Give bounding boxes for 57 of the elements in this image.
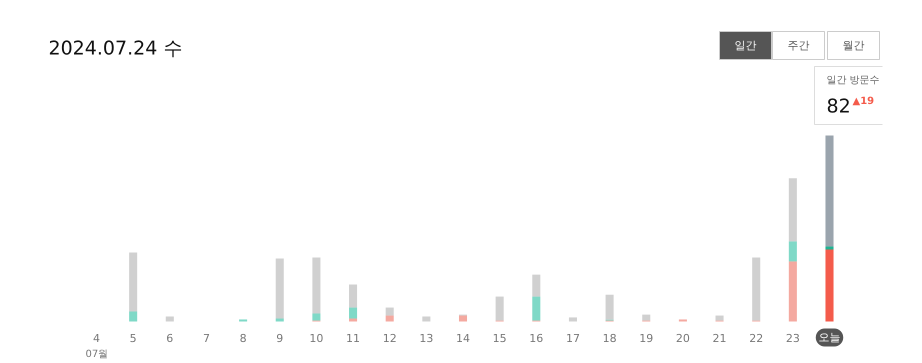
x-tick-label: 10 <box>309 332 324 345</box>
text: 주간 <box>788 39 810 52</box>
bar <box>166 316 174 322</box>
x-tick-label: 7 <box>202 332 210 345</box>
text: 07월 <box>86 349 108 360</box>
x-tick-label: 11 <box>346 332 360 345</box>
x-tick-label: 22 <box>749 332 764 345</box>
text: 월간 <box>842 39 864 52</box>
bar <box>752 258 760 321</box>
bar <box>129 311 138 322</box>
chart-title: 2024.07.24 수 <box>48 38 182 60</box>
x-tick-label: 17 <box>566 332 580 345</box>
bar <box>788 178 797 242</box>
bar <box>825 136 834 247</box>
x-tick-label: 오늘 <box>818 331 840 344</box>
x-tick-label: 16 <box>529 332 544 345</box>
x-tick-label: 19 <box>639 332 654 345</box>
bar <box>386 308 394 316</box>
bar <box>825 250 834 322</box>
bar <box>276 258 284 319</box>
text: 일간 방문수 <box>826 75 880 86</box>
bar <box>606 294 614 320</box>
x-tick-label: 9 <box>276 332 284 345</box>
bar <box>716 316 724 321</box>
text: ▲19 <box>852 96 874 107</box>
bar <box>349 308 358 319</box>
bar <box>312 258 320 314</box>
bar <box>422 316 430 322</box>
bar <box>129 252 138 312</box>
bar <box>642 314 650 321</box>
x-tick-label: 18 <box>602 332 617 345</box>
bar <box>386 316 394 322</box>
bar <box>458 316 468 322</box>
bar <box>788 261 797 322</box>
bar <box>532 274 540 297</box>
bar <box>496 296 504 321</box>
x-tick-label: 12 <box>382 332 397 345</box>
bar <box>276 318 284 322</box>
bar <box>349 318 358 322</box>
text: 일간 <box>734 39 756 52</box>
bar <box>788 241 797 262</box>
x-tick-label: 4 <box>93 332 100 345</box>
x-tick-label: 6 <box>166 332 174 345</box>
bar <box>825 246 834 250</box>
text: 82 <box>826 96 851 118</box>
bar <box>349 284 358 308</box>
bar <box>568 317 577 322</box>
x-tick-label: 13 <box>419 332 434 345</box>
x-tick-label: 20 <box>676 332 690 345</box>
x-tick-label: 23 <box>786 332 800 345</box>
x-tick-label: 14 <box>456 332 470 345</box>
x-tick-label: 8 <box>240 332 247 345</box>
x-tick-label: 21 <box>712 332 727 345</box>
x-tick-label: 15 <box>492 332 507 345</box>
bar <box>532 296 540 321</box>
x-tick-label: 5 <box>130 332 137 345</box>
bar <box>312 314 320 321</box>
